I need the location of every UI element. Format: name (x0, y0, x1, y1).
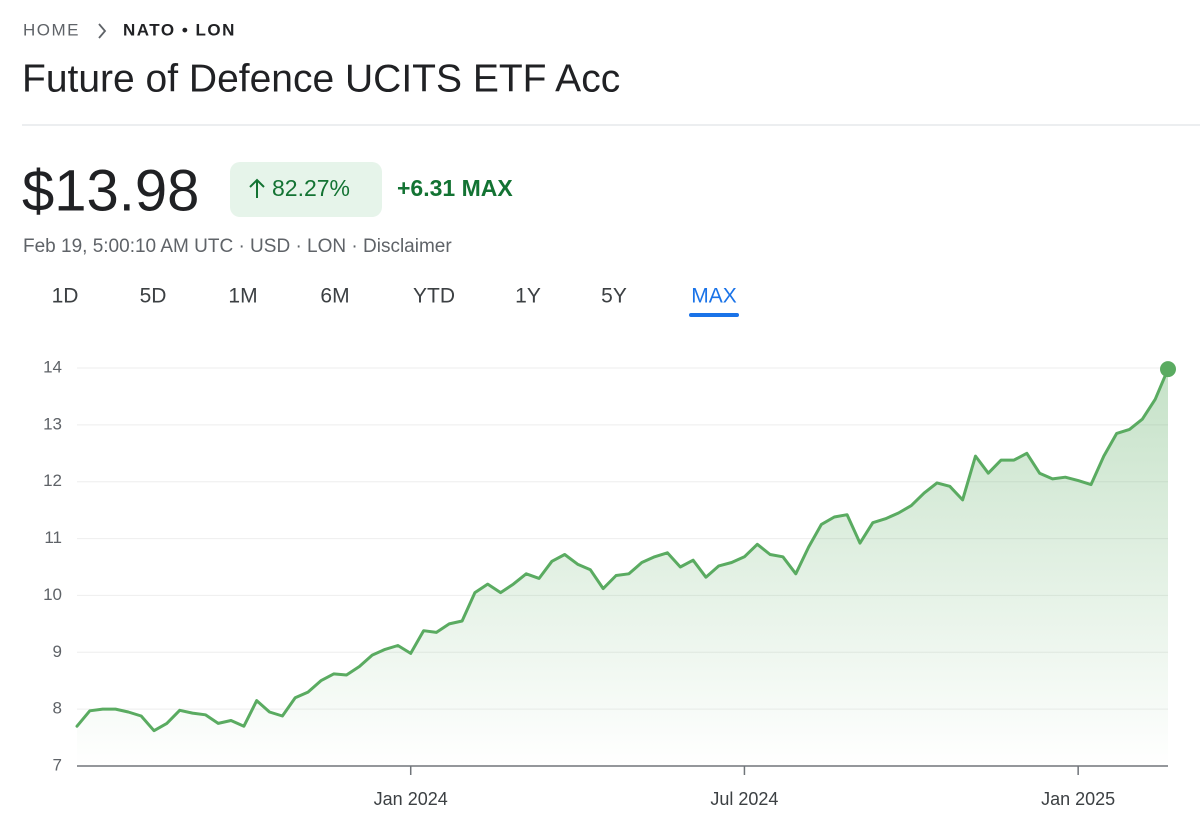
last-point (1160, 361, 1176, 378)
change-amount: +6.31 MAX (397, 175, 513, 201)
y-tick-label: 11 (44, 528, 62, 547)
price: $13.98 (22, 158, 199, 223)
range-tab[interactable]: 6M (320, 285, 349, 308)
range-tab[interactable]: MAX (691, 285, 737, 308)
breadcrumb-home[interactable]: HOME (23, 20, 80, 39)
range-tabs: 1D 5D 1M 6M YTD 1Y 5Y MAX (52, 285, 739, 317)
change-percent: 82.27% (272, 175, 350, 201)
x-tick-label: Jan 2025 (1041, 789, 1115, 809)
range-tab[interactable]: 5D (140, 285, 167, 308)
price-line (75, 367, 1170, 733)
x-tick-label: Jan 2024 (374, 789, 448, 809)
area-fill (77, 369, 1168, 766)
y-tick-label: 12 (43, 471, 62, 490)
y-tick-label: 7 (53, 755, 62, 774)
range-tab[interactable]: 1Y (515, 285, 541, 308)
breadcrumb-chevron (98, 23, 107, 39)
change-badge (230, 162, 382, 217)
y-tick-label: 9 (53, 642, 62, 661)
x-tick-label: Jul 2024 (710, 789, 778, 809)
quote-meta: Feb 19, 5:00:10 AM UTC · USD · LON · Dis… (23, 236, 452, 257)
up-arrow-icon (249, 178, 265, 198)
y-tick-label: 13 (43, 414, 62, 433)
chart: 7 8 9 10 11 12 13 14 Jan 2024 Jul 2024 Jan 2025 (43, 357, 1176, 809)
y-tick-label: 10 (43, 585, 62, 604)
y-tick-label: 8 (53, 699, 62, 718)
range-tab[interactable]: 5Y (601, 285, 627, 308)
y-tick-label: 14 (43, 357, 62, 376)
page-title: Future of Defence UCITS ETF Acc (22, 57, 620, 100)
range-tab[interactable]: 1M (228, 285, 257, 308)
breadcrumb-current: NATO • LON (123, 20, 236, 39)
range-tab[interactable]: 1D (52, 285, 79, 308)
range-tab[interactable]: YTD (413, 285, 455, 308)
